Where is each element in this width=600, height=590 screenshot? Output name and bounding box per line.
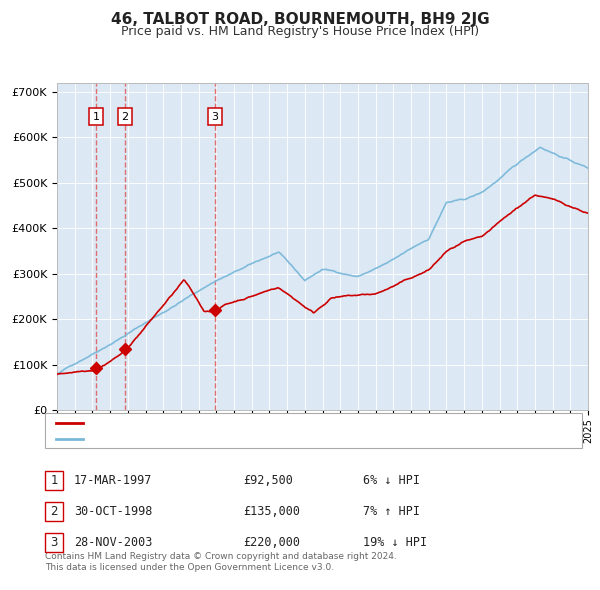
Text: Price paid vs. HM Land Registry's House Price Index (HPI): Price paid vs. HM Land Registry's House … <box>121 25 479 38</box>
Text: £220,000: £220,000 <box>243 536 300 549</box>
Text: 2: 2 <box>121 112 128 122</box>
Text: HPI: Average price, detached house, Bournemouth Christchurch and Poole: HPI: Average price, detached house, Bour… <box>89 434 503 444</box>
Text: Contains HM Land Registry data © Crown copyright and database right 2024.
This d: Contains HM Land Registry data © Crown c… <box>45 552 397 572</box>
Text: 1: 1 <box>50 474 58 487</box>
Text: 46, TALBOT ROAD, BOURNEMOUTH, BH9 2JG (detached house): 46, TALBOT ROAD, BOURNEMOUTH, BH9 2JG (d… <box>89 418 439 428</box>
Text: 7% ↑ HPI: 7% ↑ HPI <box>363 505 420 518</box>
Text: 30-OCT-1998: 30-OCT-1998 <box>74 505 152 518</box>
Text: 46, TALBOT ROAD, BOURNEMOUTH, BH9 2JG: 46, TALBOT ROAD, BOURNEMOUTH, BH9 2JG <box>110 12 490 27</box>
Text: 3: 3 <box>211 112 218 122</box>
Text: 28-NOV-2003: 28-NOV-2003 <box>74 536 152 549</box>
Text: 3: 3 <box>50 536 58 549</box>
Text: 1: 1 <box>92 112 100 122</box>
Text: 6% ↓ HPI: 6% ↓ HPI <box>363 474 420 487</box>
Text: 2: 2 <box>50 505 58 518</box>
Text: £135,000: £135,000 <box>243 505 300 518</box>
Text: £92,500: £92,500 <box>243 474 293 487</box>
Text: 19% ↓ HPI: 19% ↓ HPI <box>363 536 427 549</box>
Text: 17-MAR-1997: 17-MAR-1997 <box>74 474 152 487</box>
